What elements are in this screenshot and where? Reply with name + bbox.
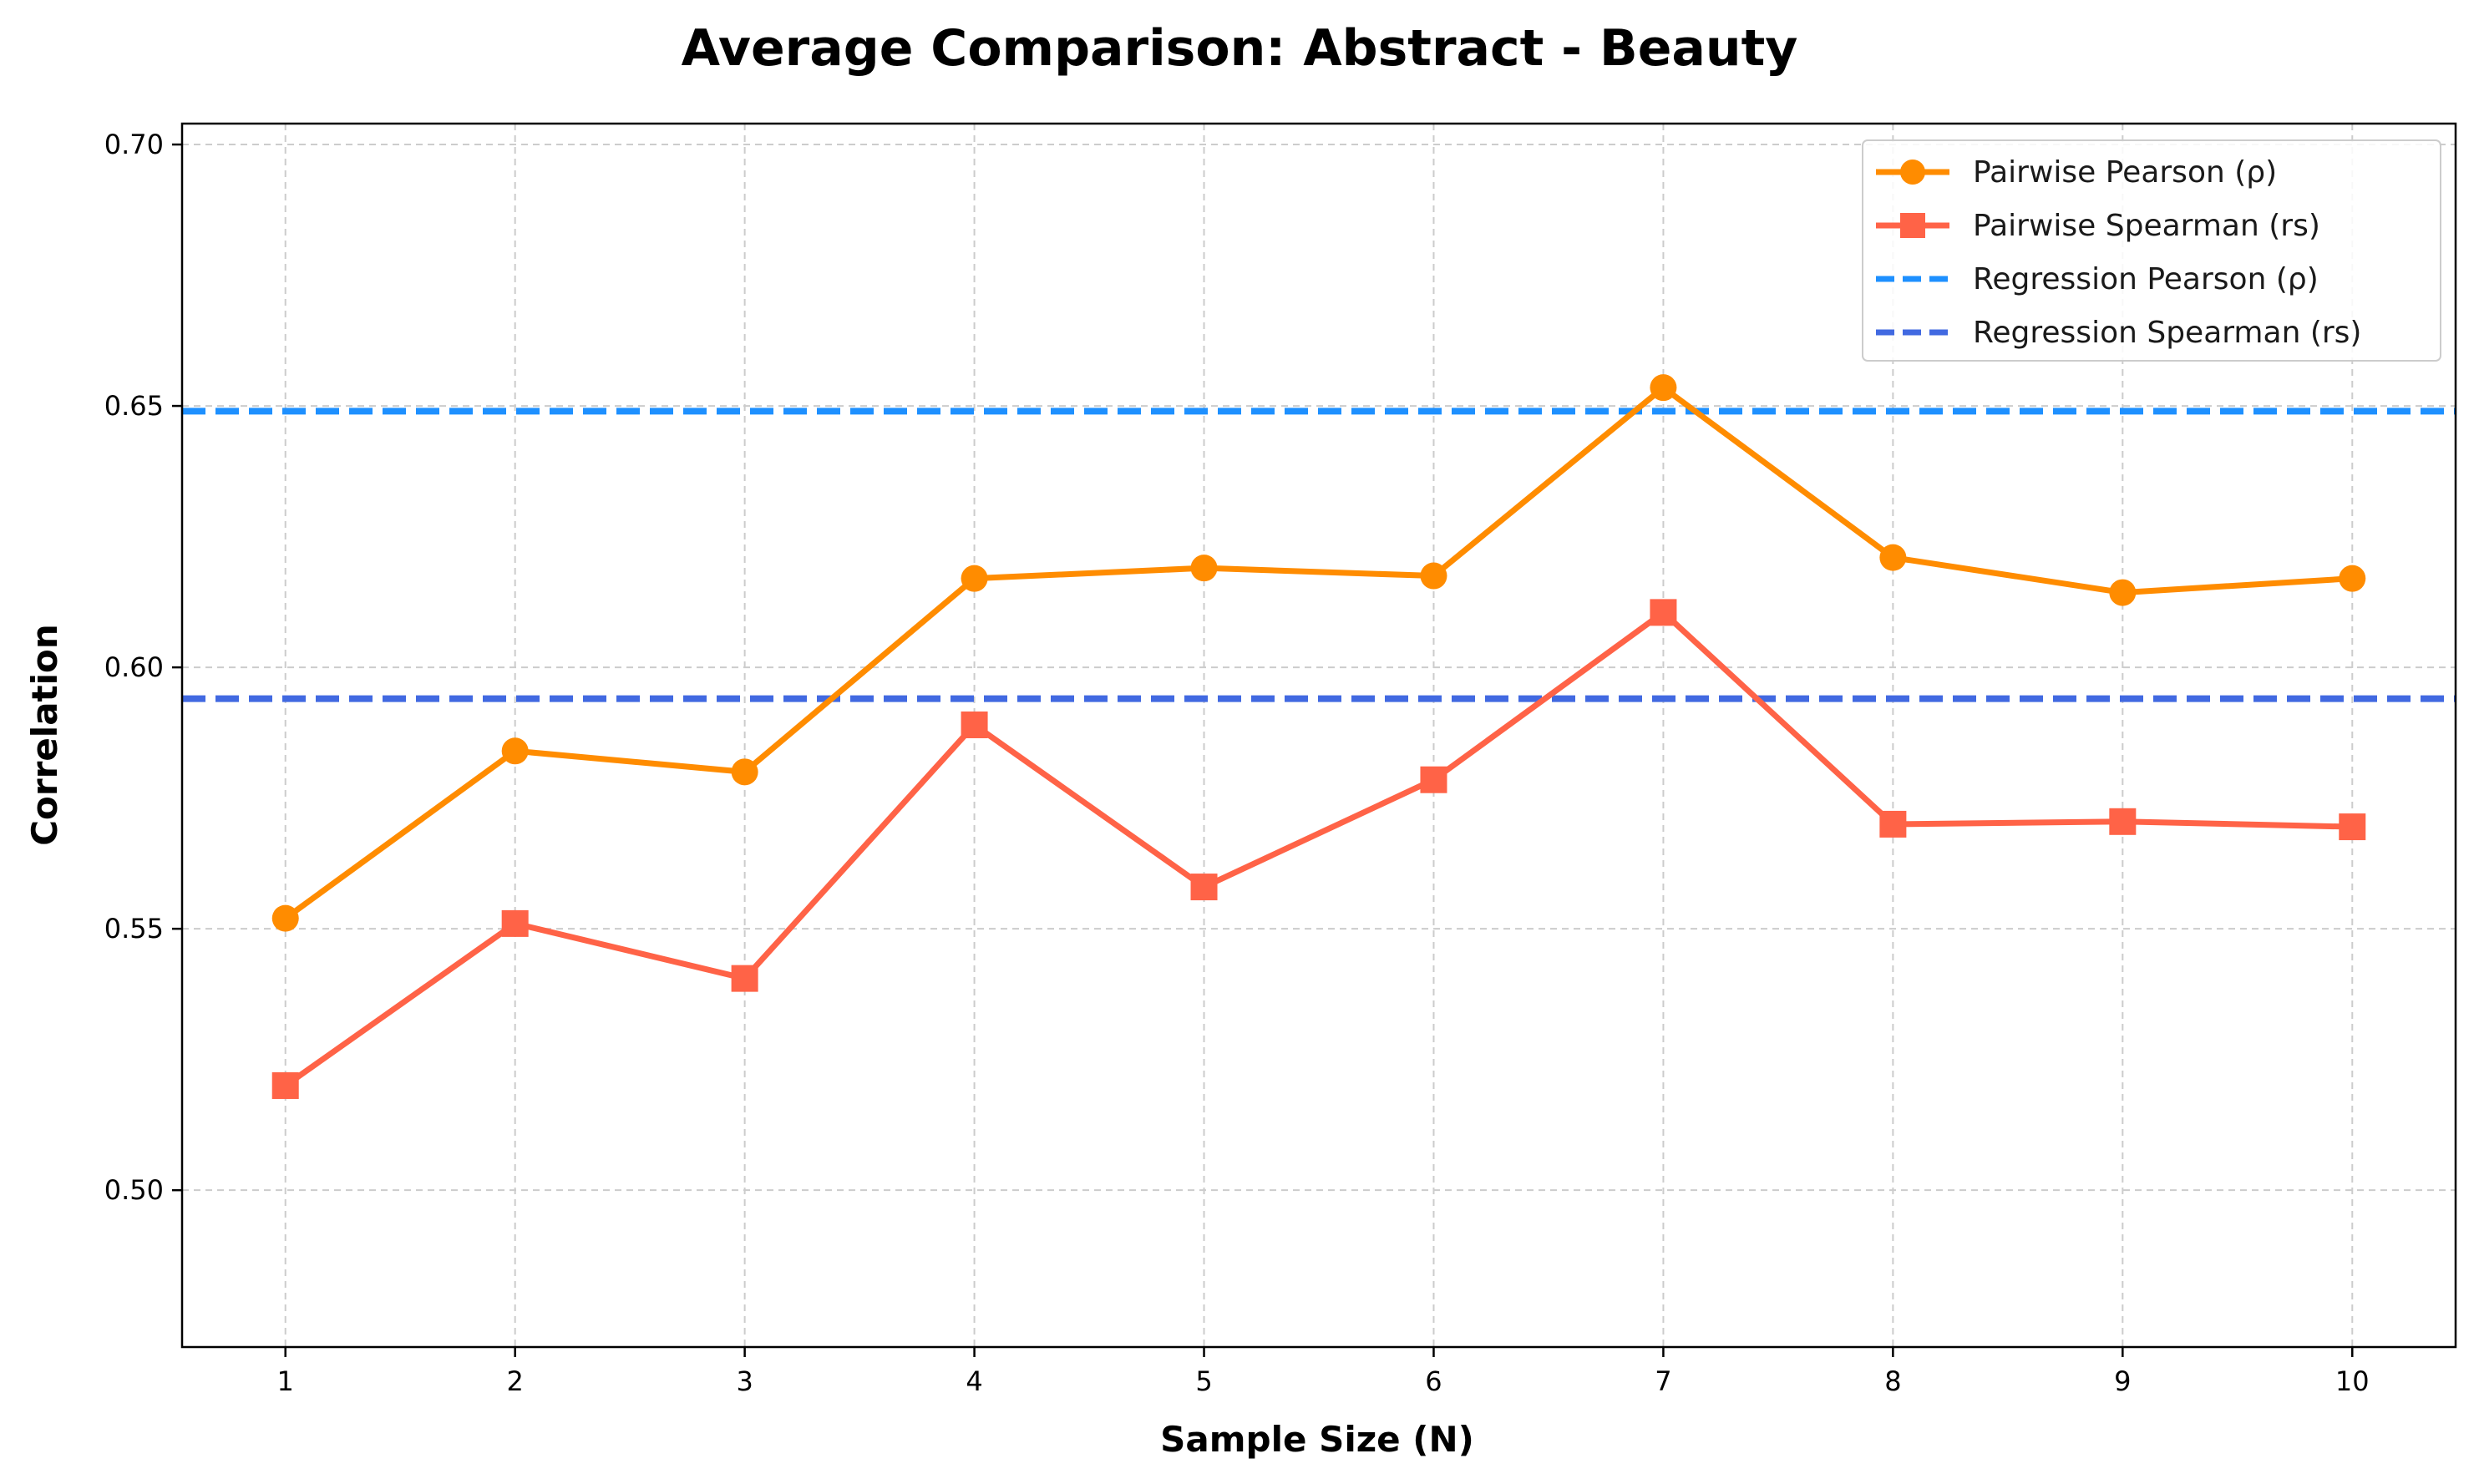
x-tick-label: 4 bbox=[966, 1365, 982, 1397]
x-tick-label: 10 bbox=[2335, 1365, 2370, 1397]
data-point-spearman bbox=[961, 711, 988, 738]
x-tick-label: 3 bbox=[736, 1365, 753, 1397]
series-line-pairwise-spearman bbox=[282, 609, 2355, 1089]
data-point-pearson bbox=[1190, 555, 1218, 582]
y-axis-ticks: 0.50 0.55 0.60 0.65 0.70 bbox=[104, 129, 182, 1206]
data-point-spearman bbox=[271, 1071, 299, 1099]
y-tick-label: 0.60 bbox=[104, 651, 164, 683]
data-point-pearson bbox=[501, 737, 529, 765]
data-point-spearman bbox=[1879, 810, 1907, 838]
legend-marker-square bbox=[1900, 213, 1925, 238]
x-tick-label: 2 bbox=[506, 1365, 523, 1397]
legend-label: Pairwise Pearson (ρ) bbox=[1973, 155, 2277, 190]
legend-marker-circle bbox=[1900, 160, 1925, 185]
chart-title: Average Comparison: Abstract - Beauty bbox=[682, 19, 1798, 78]
legend-label: Regression Pearson (ρ) bbox=[1973, 262, 2319, 296]
data-point-spearman bbox=[731, 965, 758, 992]
data-point-pearson bbox=[2339, 565, 2366, 592]
y-tick-label: 0.55 bbox=[104, 913, 164, 945]
data-point-spearman bbox=[1650, 599, 1677, 626]
data-point-pearson bbox=[2109, 579, 2137, 606]
data-point-spearman bbox=[2339, 813, 2366, 841]
y-tick-label: 0.70 bbox=[104, 129, 164, 160]
y-axis-title: Correlation bbox=[24, 624, 65, 846]
x-tick-label: 5 bbox=[1195, 1365, 1212, 1397]
x-tick-label: 1 bbox=[277, 1365, 294, 1397]
legend-label: Pairwise Spearman (rs) bbox=[1973, 209, 2320, 243]
legend: Pairwise Pearson (ρ) Pairwise Spearman (r… bbox=[1862, 139, 2441, 362]
data-point-spearman bbox=[501, 909, 529, 937]
x-tick-label: 6 bbox=[1425, 1365, 1442, 1397]
x-tick-label: 7 bbox=[1655, 1365, 1671, 1397]
series-line-pairwise-pearson bbox=[282, 384, 2355, 922]
data-point-pearson bbox=[961, 565, 988, 592]
legend-box bbox=[1862, 139, 2441, 362]
legend-label: Regression Spearman (rs) bbox=[1973, 316, 2361, 350]
data-series bbox=[271, 374, 2366, 1099]
reference-lines bbox=[182, 408, 2456, 702]
x-tick-label: 8 bbox=[1884, 1365, 1901, 1397]
x-tick-label: 9 bbox=[2114, 1365, 2131, 1397]
data-point-pearson bbox=[1650, 374, 1677, 402]
data-point-spearman bbox=[1190, 874, 1218, 901]
data-point-pearson bbox=[1420, 562, 1447, 590]
data-point-pearson bbox=[1879, 544, 1907, 571]
data-point-pearson bbox=[271, 904, 299, 932]
x-axis-title: Sample Size (N) bbox=[1160, 1419, 1474, 1460]
y-tick-label: 0.65 bbox=[104, 390, 164, 422]
x-axis-ticks: 1 2 3 4 5 6 7 8 9 10 bbox=[277, 1347, 2370, 1397]
y-tick-label: 0.50 bbox=[104, 1174, 164, 1206]
data-point-spearman bbox=[2109, 808, 2137, 835]
plot-frame bbox=[180, 122, 2457, 1349]
data-point-spearman bbox=[1420, 766, 1447, 793]
data-point-pearson bbox=[731, 758, 758, 786]
